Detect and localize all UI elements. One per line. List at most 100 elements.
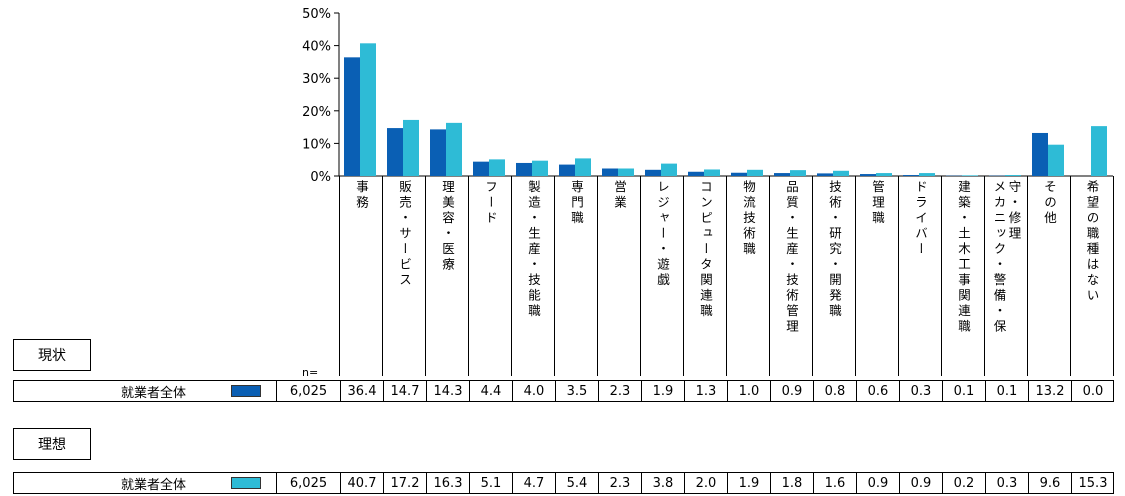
data-row-current: 就業者全体 6,025 36.4 14.7 14.3 4.4 4.0 3.5 2.3 1.9 1.3… xyxy=(13,380,1114,402)
bar-ideal xyxy=(532,160,548,176)
category-label: 物流技術職 xyxy=(727,180,770,258)
category-label: 管理職 xyxy=(856,180,899,227)
value-cell: 0.9 xyxy=(856,473,899,493)
bar-ideal xyxy=(919,173,935,176)
value-cell: 5.4 xyxy=(555,473,598,493)
category-label: 専門職 xyxy=(555,180,598,227)
y-tick-label: 10% xyxy=(302,137,331,152)
bar-ideal xyxy=(360,43,376,177)
category-label: レジャー・遊戯 xyxy=(641,180,684,289)
category-label: 事務 xyxy=(340,180,383,211)
bar-ideal xyxy=(1048,144,1064,176)
legend-swatch xyxy=(231,477,261,489)
bar-current xyxy=(387,128,403,176)
value-cell: 15.3 xyxy=(1071,473,1114,493)
value-cell: 0.9 xyxy=(899,473,942,493)
category-cell: フード xyxy=(468,176,512,376)
category-label-text: 品質・生産・技術管理 xyxy=(784,180,799,335)
value-cell: 5.1 xyxy=(469,473,512,493)
category-label-text: 希望の職種はない xyxy=(1084,180,1100,304)
sample-size-cell: 6,025 xyxy=(276,381,340,401)
category-label: 営業 xyxy=(598,180,641,211)
category-label-text: 管理職 xyxy=(870,180,885,227)
value-cell: 4.7 xyxy=(512,473,555,493)
category-cell: 専門職 xyxy=(554,176,598,376)
bar-current xyxy=(430,129,446,176)
value-cell: 13.2 xyxy=(1028,381,1071,401)
value-cell: 3.8 xyxy=(641,473,684,493)
bar-ideal xyxy=(876,173,892,176)
category-label: ドライバー xyxy=(899,180,942,258)
category-label: コンピュータ関連職 xyxy=(684,180,727,320)
category-label-text: 販売・サービス xyxy=(397,180,412,289)
bar-ideal xyxy=(403,119,419,176)
category-label: メカニック・警備・保 守・修理 xyxy=(985,180,1028,335)
y-tick-label: 40% xyxy=(302,40,331,55)
value-cell: 0.3 xyxy=(899,381,942,401)
category-label-text: 建築・土木工事関連職 xyxy=(956,180,971,335)
category-label-text: 専門職 xyxy=(569,180,584,227)
category-label-text: コンピュータ関連職 xyxy=(698,180,713,320)
category-cell: 営業 xyxy=(597,176,641,376)
bar-ideal xyxy=(618,168,634,176)
bar-ideal xyxy=(489,159,505,176)
value-cell: 1.0 xyxy=(727,381,770,401)
value-cell: 1.8 xyxy=(770,473,813,493)
category-label-text: 理美容・医療 xyxy=(440,180,455,273)
category-label-text: 技術・研究・開発職 xyxy=(827,180,842,320)
value-cell: 2.3 xyxy=(598,473,641,493)
row-label: 就業者全体 xyxy=(120,385,186,401)
bar-ideal xyxy=(1005,175,1021,176)
value-cell: 0.8 xyxy=(813,381,856,401)
category-label-text: 営業 xyxy=(612,180,627,211)
category-label: その他 xyxy=(1028,180,1071,227)
value-cell: 4.0 xyxy=(512,381,555,401)
bar-current xyxy=(645,169,661,176)
category-label-text: 守・修理 xyxy=(1006,180,1022,242)
category-cell: 物流技術職 xyxy=(726,176,770,376)
bar-current xyxy=(344,57,360,176)
bar-ideal xyxy=(446,122,462,176)
category-cell: コンピュータ関連職 xyxy=(683,176,727,376)
value-cell: 2.3 xyxy=(598,381,641,401)
n-label: n= xyxy=(302,366,319,379)
value-cell: 0.3 xyxy=(985,473,1028,493)
category-cell: 管理職 xyxy=(855,176,899,376)
bar-ideal xyxy=(833,170,849,176)
value-cell: 9.6 xyxy=(1028,473,1071,493)
bar-current xyxy=(903,175,919,176)
category-cell: ドライバー xyxy=(898,176,942,376)
bar-current xyxy=(688,171,704,176)
bar-current xyxy=(860,174,876,176)
category-cell: 販売・サービス xyxy=(382,176,426,376)
category-label: 希望の職種はない xyxy=(1071,180,1113,304)
value-cell: 0.1 xyxy=(985,381,1028,401)
bar-current xyxy=(559,164,575,176)
category-label-text: その他 xyxy=(1042,180,1057,227)
y-tick-label: 50% xyxy=(302,7,331,22)
value-cell: 3.5 xyxy=(555,381,598,401)
bar-ideal xyxy=(747,169,763,176)
value-cell: 14.3 xyxy=(426,381,469,401)
bar-ideal xyxy=(962,175,978,176)
category-cell: 理美容・医療 xyxy=(425,176,469,376)
value-cell: 36.4 xyxy=(340,381,383,401)
value-cell: 1.9 xyxy=(727,473,770,493)
category-label: フード xyxy=(469,180,512,227)
bar-ideal xyxy=(661,163,677,176)
category-label-text: メカニック・警備・保 xyxy=(991,180,1007,335)
category-label-text: 物流技術職 xyxy=(741,180,756,258)
series-badge-current: 現状 xyxy=(13,339,91,371)
bar-ideal xyxy=(704,169,720,176)
category-cell: メカニック・警備・保 守・修理 xyxy=(984,176,1028,376)
bar-current xyxy=(817,173,833,176)
bar-current xyxy=(602,168,618,176)
category-cell: その他 xyxy=(1027,176,1071,376)
bar-current xyxy=(473,161,489,176)
y-tick-label: 30% xyxy=(302,72,331,87)
bar-ideal xyxy=(1091,126,1107,176)
bar-ideal xyxy=(575,158,591,176)
value-cell: 17.2 xyxy=(383,473,426,493)
bar-current xyxy=(731,172,747,176)
value-cell: 0.1 xyxy=(942,381,985,401)
